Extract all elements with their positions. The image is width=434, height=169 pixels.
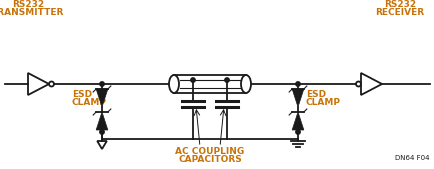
Text: AC COUPLING: AC COUPLING	[175, 147, 244, 156]
Text: DN64 F04: DN64 F04	[395, 155, 429, 161]
Text: RS232: RS232	[383, 0, 415, 9]
Circle shape	[355, 81, 360, 87]
Text: RECEIVER: RECEIVER	[375, 8, 424, 17]
Ellipse shape	[240, 75, 250, 93]
Circle shape	[191, 78, 195, 82]
Circle shape	[295, 82, 299, 86]
Text: CLAMP: CLAMP	[305, 98, 340, 107]
Circle shape	[99, 130, 104, 134]
Polygon shape	[292, 89, 303, 107]
Text: CAPACITORS: CAPACITORS	[178, 155, 241, 164]
Ellipse shape	[169, 75, 178, 93]
Bar	[174, 75, 246, 93]
Circle shape	[224, 78, 229, 82]
Text: ESD: ESD	[305, 90, 326, 99]
Circle shape	[49, 81, 54, 87]
Text: TRANSMITTER: TRANSMITTER	[0, 8, 64, 17]
Text: ESD: ESD	[72, 90, 92, 99]
Polygon shape	[292, 112, 303, 130]
Circle shape	[295, 130, 299, 134]
Text: RS232: RS232	[12, 0, 44, 9]
Circle shape	[99, 82, 104, 86]
Text: CLAMP: CLAMP	[72, 98, 107, 107]
Polygon shape	[96, 112, 108, 130]
Polygon shape	[96, 89, 108, 107]
